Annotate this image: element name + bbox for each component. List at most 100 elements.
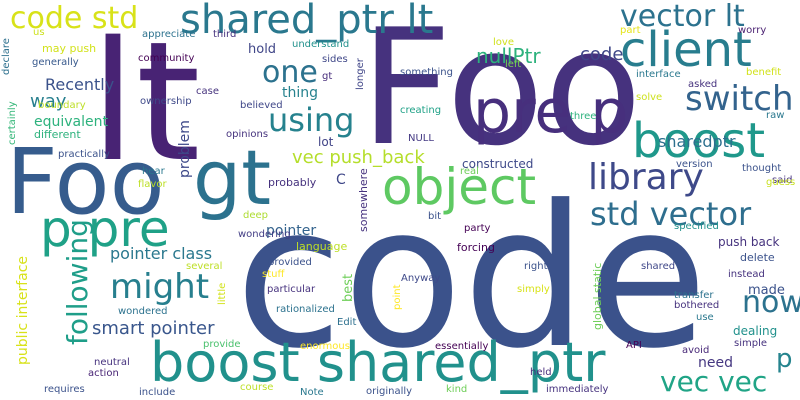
word: something	[400, 67, 453, 78]
word: code std	[10, 1, 139, 36]
word: part	[620, 25, 641, 36]
word: problem	[177, 120, 193, 178]
word: asked	[688, 79, 718, 90]
word: certainly	[7, 101, 18, 145]
word: C	[336, 172, 346, 188]
word: believed	[240, 100, 283, 111]
word: version	[676, 159, 713, 170]
word: vector lt	[620, 0, 745, 34]
word: practically	[58, 149, 110, 160]
word: different	[34, 128, 81, 141]
word: party	[464, 223, 491, 234]
word: boundary	[38, 100, 86, 111]
word: boost	[632, 113, 766, 169]
word: smart pointer	[92, 318, 215, 339]
word: instead	[728, 269, 765, 280]
word: made	[748, 283, 785, 298]
word: transfer	[674, 290, 714, 301]
word: constructed	[462, 157, 534, 171]
word: thought	[742, 163, 782, 174]
word: held	[530, 367, 552, 378]
word: global static	[591, 262, 604, 330]
word: guess	[766, 177, 796, 188]
word: Foo	[6, 130, 165, 235]
word: originally	[366, 386, 413, 397]
word: worry	[738, 25, 767, 36]
word: said	[772, 175, 793, 186]
word: simple	[734, 338, 768, 349]
word: hold	[248, 42, 277, 57]
word: public interface	[15, 255, 31, 365]
word: ownership	[140, 96, 192, 107]
word: sharedptr	[658, 132, 736, 151]
word: enormous	[300, 341, 350, 352]
word: shared	[641, 261, 676, 272]
word: dealing	[733, 324, 778, 338]
word: creating	[400, 105, 442, 116]
word: Note	[300, 387, 324, 398]
word: Foo	[360, 0, 643, 181]
word: need	[698, 355, 733, 371]
word: may push	[42, 42, 97, 55]
word: longer	[355, 58, 366, 90]
word: best	[341, 273, 356, 302]
word: provide	[203, 339, 241, 350]
word: vec vec	[660, 365, 768, 398]
word: lt	[90, 6, 201, 198]
word: avoid	[682, 345, 710, 356]
word: might	[110, 267, 210, 307]
word: benefit	[746, 67, 782, 78]
word: course	[240, 382, 274, 393]
word: generally	[32, 57, 79, 68]
word: real	[460, 166, 479, 177]
word: bit	[428, 211, 442, 222]
word: specified	[674, 221, 719, 232]
word: interface	[636, 69, 681, 80]
word: declare	[1, 38, 12, 75]
word: NULL	[408, 133, 434, 144]
word: use	[696, 312, 714, 323]
word: kind	[446, 384, 468, 395]
word: us	[33, 27, 45, 38]
word: raw	[766, 110, 785, 121]
word: bothered	[674, 300, 720, 311]
word: forcing	[457, 241, 495, 254]
word: object	[382, 158, 537, 216]
word: pointer class	[110, 244, 213, 263]
word: probably	[268, 176, 317, 189]
word: switch	[685, 79, 794, 119]
word: push back	[718, 235, 780, 249]
word: essentially	[435, 341, 489, 352]
word: gt	[193, 133, 272, 222]
word: third	[213, 29, 237, 40]
word: sides	[322, 54, 348, 65]
word: simply	[517, 284, 550, 295]
word: delete	[740, 251, 775, 264]
word: way	[30, 91, 67, 112]
word: code	[580, 44, 624, 65]
word: equivalent	[34, 114, 108, 130]
word: point	[392, 284, 403, 310]
word: case	[196, 86, 219, 97]
word: library	[588, 157, 704, 198]
word: pointer	[266, 223, 317, 239]
word: hear	[142, 166, 165, 177]
word: neutral	[94, 357, 130, 368]
word: flavor	[138, 179, 167, 190]
word: shared_ptr lt	[180, 0, 434, 43]
word: deep	[243, 210, 268, 221]
word: requires	[44, 384, 85, 395]
word: Anyway	[401, 273, 441, 284]
word: p	[776, 344, 793, 374]
word: code	[235, 164, 708, 392]
word: solve	[636, 92, 663, 103]
word: appreciate	[142, 29, 196, 40]
word: rationalized	[276, 304, 335, 315]
word: vec push_back	[292, 147, 425, 168]
word: gt	[322, 71, 333, 82]
word: love	[493, 37, 514, 48]
word: now	[742, 285, 800, 320]
word: three	[570, 111, 597, 122]
word: left	[505, 59, 522, 70]
